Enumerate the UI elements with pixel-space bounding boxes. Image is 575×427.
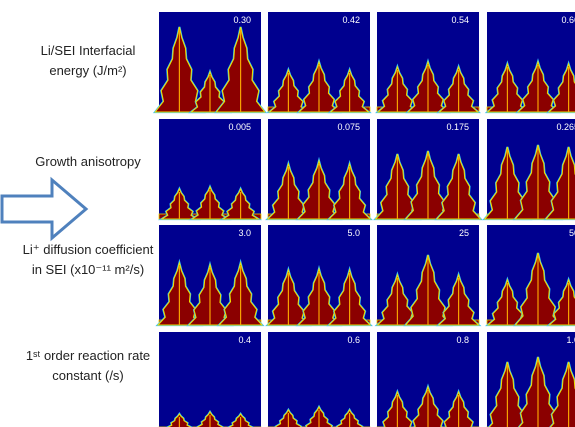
row-label: energy (J/m²) xyxy=(49,63,126,78)
panel-label: 0.66 xyxy=(561,15,575,25)
panel: 0.265 xyxy=(485,119,575,219)
panel: 25 xyxy=(377,225,479,325)
panel-label: 0.42 xyxy=(342,15,360,25)
panel: 0.42 xyxy=(268,12,370,112)
row-label: Li/SEI Interfacial xyxy=(41,43,136,58)
row-label: Growth anisotropy xyxy=(35,154,141,169)
panel-label: 0.6 xyxy=(347,335,360,345)
row-label: Li⁺ diffusion coefficient xyxy=(23,242,154,257)
panel: 3.0 xyxy=(158,225,262,325)
row-label: constant (/s) xyxy=(52,368,124,383)
panel: 1.0 xyxy=(485,332,575,427)
panel: 0.30 xyxy=(155,12,265,112)
panel-label: 0.005 xyxy=(228,122,251,132)
row-label: 1ˢᵗ order reaction rate xyxy=(26,348,150,363)
panel-label: 25 xyxy=(459,228,469,238)
panel-label: 0.8 xyxy=(456,335,469,345)
panel: 5.0 xyxy=(268,225,370,325)
panel-label: 3.0 xyxy=(238,228,251,238)
panel-label: 0.075 xyxy=(337,122,360,132)
panel: 0.8 xyxy=(377,332,479,427)
figure: Li/SEI Interfacial energy (J/m²) 0.30 0.42 0… xyxy=(0,0,575,427)
row-label: in SEI (x10⁻¹¹ m²/s) xyxy=(32,262,144,277)
panel: 0.6 xyxy=(268,332,370,427)
panel: 0.175 xyxy=(376,119,481,219)
panel-label: 1.0 xyxy=(566,335,575,345)
page: {"rows": [ {"label_lines": ["Li/SEI Inte… xyxy=(0,0,575,427)
panel: 0.005 xyxy=(159,119,261,219)
panel-label: 0.175 xyxy=(446,122,469,132)
panel-label: 0.4 xyxy=(238,335,251,345)
panel-label: 0.54 xyxy=(451,15,469,25)
panel-label: 5.0 xyxy=(347,228,360,238)
panel: 0.54 xyxy=(377,12,479,112)
panel: 0.66 xyxy=(487,12,575,112)
panel: 0.4 xyxy=(159,332,261,427)
panel-label: 0.30 xyxy=(233,15,251,25)
panel: 50 xyxy=(487,225,575,325)
panel-label: 0.265 xyxy=(556,122,575,132)
arrow xyxy=(2,180,86,238)
panel: 0.075 xyxy=(268,119,370,219)
panel-label: 50 xyxy=(569,228,575,238)
